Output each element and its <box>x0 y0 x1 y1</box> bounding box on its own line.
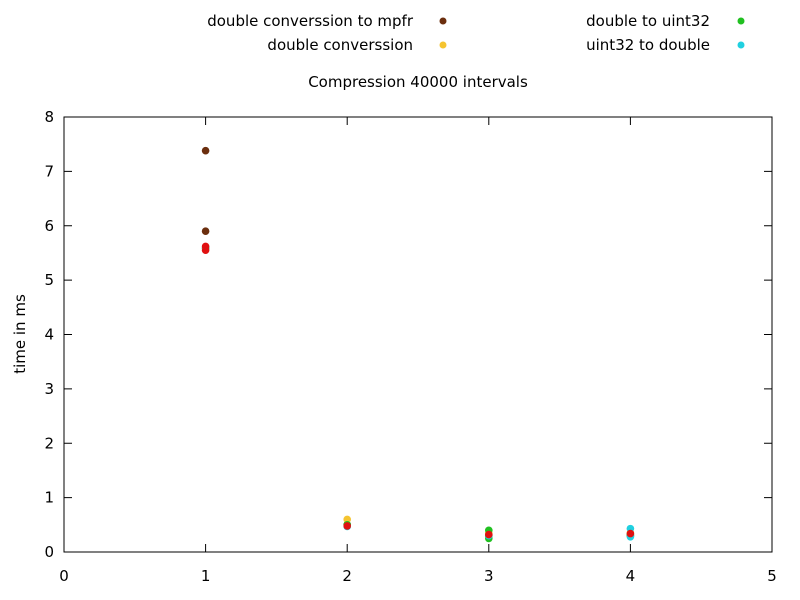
data-point <box>626 529 635 538</box>
axis-ticks: 0 1 2 3 4 5 0 1 2 3 4 5 6 7 8 <box>44 108 776 585</box>
data-point <box>343 522 352 530</box>
x-tick-label: 2 <box>342 567 352 585</box>
chart-title: Compression 40000 intervals <box>308 73 528 91</box>
y-tick-label: 1 <box>44 489 54 507</box>
data-point <box>201 146 210 155</box>
legend-label: uint32 to double <box>586 36 710 54</box>
data-point <box>201 227 210 235</box>
legend-label: double converssion <box>267 36 413 54</box>
plot-frame <box>63 116 773 553</box>
legend: double converssion to mpfr double convers… <box>207 12 745 54</box>
legend-marker <box>439 17 447 25</box>
legend-marker <box>737 41 745 49</box>
y-tick-label: 5 <box>44 271 54 289</box>
data-points <box>201 146 635 543</box>
y-tick-label: 0 <box>44 543 54 561</box>
x-tick-label: 1 <box>201 567 211 585</box>
y-axis-label: time in ms <box>11 294 29 374</box>
y-tick-label: 8 <box>44 108 54 126</box>
y-tick-label: 3 <box>44 380 54 398</box>
x-tick-label: 3 <box>484 567 494 585</box>
y-tick-label: 4 <box>44 326 54 344</box>
x-tick-label: 5 <box>767 567 777 585</box>
x-tick-label: 0 <box>59 567 69 585</box>
data-point <box>201 242 210 251</box>
legend-label: double to uint32 <box>586 12 710 30</box>
legend-label: double converssion to mpfr <box>207 12 414 30</box>
x-tick-label: 4 <box>626 567 636 585</box>
y-tick-label: 7 <box>44 162 54 180</box>
data-point <box>343 515 352 524</box>
y-tick-label: 6 <box>44 217 54 235</box>
y-tick-label: 2 <box>44 434 54 452</box>
data-point <box>485 530 493 539</box>
legend-marker <box>439 41 447 49</box>
legend-marker <box>737 17 745 25</box>
